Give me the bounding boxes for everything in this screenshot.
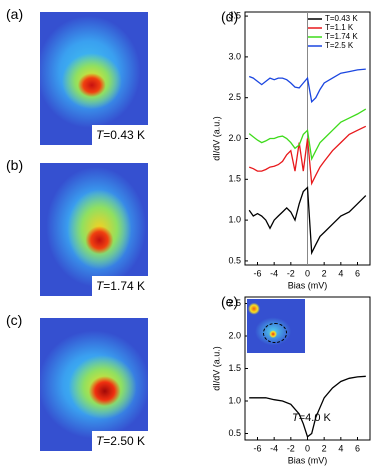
heatmap: T=0.43 K [40,12,148,145]
x-tick-label: 6 [355,443,360,453]
map-annotation: T=1.74 K [91,276,148,296]
y-tick-label: 2.5 [228,92,241,102]
legend-label: T=2.5 K [325,41,354,50]
x-tick-label: -4 [270,268,278,278]
x-axis-label: Bias (mV) [288,455,328,465]
panel-label: (e) [221,294,238,310]
chart-annotation: T=4.0 K [292,412,331,424]
y-tick-label: 1.5 [228,363,241,373]
inset-circle [263,323,287,343]
inset-map [247,299,305,353]
x-tick-label: -6 [253,268,261,278]
panel-label: (b) [6,157,24,173]
y-tick-label: 2.0 [228,133,241,143]
x-tick-label: 4 [338,268,343,278]
map-annotation: T=2.50 K [91,431,148,451]
y-tick-label: 1.0 [228,395,241,405]
y-tick-label: 2.5 [228,298,241,308]
x-tick-label: -2 [287,268,295,278]
series-line [248,108,367,162]
y-tick-label: 0.5 [228,255,241,265]
x-tick-label: 0 [305,443,310,453]
heatmap: T=1.74 K [40,163,148,296]
panel-label: (c) [6,312,23,328]
series-line [248,186,367,256]
x-tick-label: 6 [355,268,360,278]
x-tick-label: -2 [287,443,295,453]
legend-label: T=1.1 K [325,23,354,32]
panel-label: (a) [6,6,24,22]
y-tick-label: 2.0 [228,330,241,340]
series-line [248,68,366,104]
y-tick-label: 1.0 [228,214,241,224]
legend-label: T=0.43 K [325,14,358,23]
x-tick-label: 0 [305,268,310,278]
map-annotation: T=0.43 K [91,125,148,145]
legend-label: T=1.74 K [325,32,358,41]
y-tick-label: 3.5 [228,10,241,20]
x-tick-label: 4 [338,443,343,453]
heatmap: T=2.50 K [40,318,148,451]
x-tick-label: 2 [322,268,327,278]
y-axis-label: dI/dV (a.u.) [211,116,221,161]
x-axis-label: Bias (mV) [288,280,328,290]
x-tick-label: -6 [253,443,261,453]
y-tick-label: 0.5 [228,428,241,438]
x-tick-label: 2 [322,443,327,453]
series-line [248,125,367,186]
panel-label: (d) [221,9,238,25]
y-tick-label: 3.0 [228,51,241,61]
x-tick-label: -4 [270,443,278,453]
series-line [249,375,366,438]
y-axis-label: dI/dV (a.u.) [211,346,221,391]
y-tick-label: 1.5 [228,174,241,184]
